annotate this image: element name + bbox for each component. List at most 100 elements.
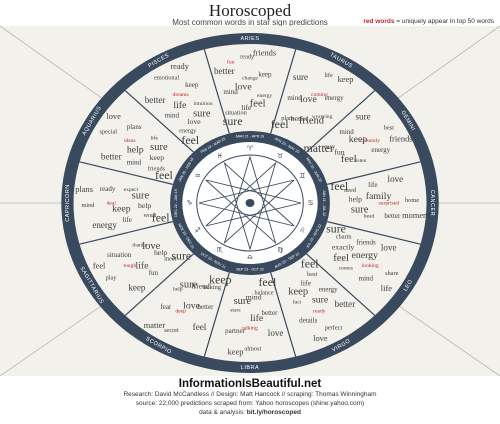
word: feel: [193, 322, 207, 332]
word: friend: [299, 115, 325, 126]
word: life: [250, 313, 264, 324]
source: source: 22,000 predictions scraped from:…: [135, 400, 365, 407]
word: worrying: [312, 114, 333, 120]
word: life: [324, 72, 333, 79]
word: life: [135, 260, 149, 271]
word: better: [384, 212, 401, 220]
sector-divider: [270, 49, 297, 134]
word: feel: [301, 257, 320, 271]
glyph-taurus: ♉: [277, 152, 283, 160]
word: help: [173, 287, 183, 293]
sign-name-capricorn: CAPRICORN: [65, 184, 71, 222]
word: love: [381, 243, 397, 253]
word: sure: [171, 249, 191, 263]
word: dreams: [173, 92, 189, 98]
word: sure: [326, 221, 346, 235]
word: need: [344, 187, 357, 194]
word: easy: [324, 143, 336, 150]
word: plans: [281, 115, 295, 122]
word: friends: [356, 239, 376, 247]
word: life: [301, 278, 312, 287]
word: friend: [191, 282, 210, 291]
sector-words-scorpio: keep sure love feel matter friend better fear se…: [144, 272, 232, 334]
word: best: [384, 124, 394, 131]
word: life: [241, 103, 252, 112]
word: keep: [349, 134, 368, 145]
word: talking: [242, 325, 258, 331]
glyph-sagittarius: ♐: [194, 226, 200, 234]
word: sure: [223, 114, 243, 128]
word: keep: [258, 70, 272, 78]
word: mind: [81, 202, 95, 209]
word: love: [300, 94, 318, 105]
word: love: [313, 334, 328, 343]
word: mind: [165, 112, 180, 120]
word: better: [335, 299, 356, 309]
word: energy: [371, 146, 390, 154]
data-link[interactable]: bit.ly/horoscoped: [246, 409, 301, 416]
sign-dates-cancer: JUN 21 - JUL 22: [322, 190, 326, 216]
word: work: [143, 212, 157, 219]
sector-words-taurus: feel friend love sure keep better mind energy li…: [271, 72, 354, 131]
glyph-aquarius: ♒: [194, 172, 200, 180]
legend-red-words: red words: [363, 18, 395, 25]
word: family: [366, 191, 392, 202]
word: life: [173, 100, 187, 111]
sign-dates-capricorn: DEC 22 - JAN 19: [174, 189, 178, 217]
sector-divider: [327, 221, 421, 245]
word: love: [235, 81, 253, 92]
glyph-ring: [196, 154, 304, 252]
word: thanks: [132, 242, 147, 248]
word: help: [154, 248, 167, 257]
word: special: [100, 129, 118, 136]
sector-words-virgo: feel keep sure better love life energy details p…: [288, 257, 355, 343]
sector-divider: [124, 90, 194, 153]
star-figure: [198, 155, 302, 251]
word: better: [261, 309, 278, 317]
word: feel: [93, 261, 106, 270]
word: life: [381, 284, 392, 293]
word: life: [368, 181, 377, 189]
word: intuition: [194, 101, 213, 107]
word: mind: [339, 128, 354, 136]
word: best: [307, 271, 317, 278]
word: tough: [123, 263, 136, 269]
word: coming: [311, 92, 328, 98]
word: friends: [253, 48, 276, 57]
site-name[interactable]: InformationIsBeautiful.net: [178, 378, 322, 390]
sector-words-gemini: matter feel keep sure friends fun mind energy be…: [304, 112, 413, 165]
word: love: [388, 174, 404, 184]
sector-divider: [327, 161, 421, 185]
word: talking: [203, 284, 221, 291]
word: sure: [293, 72, 308, 82]
word: love: [187, 117, 201, 126]
glyph-leo: ♌: [299, 226, 305, 234]
word: sure: [132, 191, 150, 202]
word: feel: [330, 179, 349, 193]
page-subtitle: Most common words in star sign predictio…: [172, 18, 328, 27]
word: energy: [319, 286, 338, 294]
glyph-libra: ♎: [247, 254, 253, 262]
word: keep: [185, 81, 199, 89]
word: sure: [150, 142, 168, 153]
word: mind: [246, 293, 262, 302]
word: life: [151, 134, 159, 141]
sign-name-libra: LIBRA: [241, 365, 259, 371]
word: love: [183, 301, 201, 312]
word: home: [405, 197, 419, 204]
word: feel: [181, 133, 200, 147]
word: sure: [351, 204, 369, 215]
word: exactly: [332, 242, 354, 251]
word: feel: [333, 253, 349, 264]
word: matter: [304, 141, 334, 155]
word: better: [291, 114, 309, 123]
word: life: [123, 216, 132, 224]
word: feel: [258, 275, 277, 289]
sector-divider: [306, 90, 376, 153]
word: looking: [362, 263, 379, 269]
word: plans: [75, 185, 93, 194]
word: plans: [127, 123, 142, 131]
